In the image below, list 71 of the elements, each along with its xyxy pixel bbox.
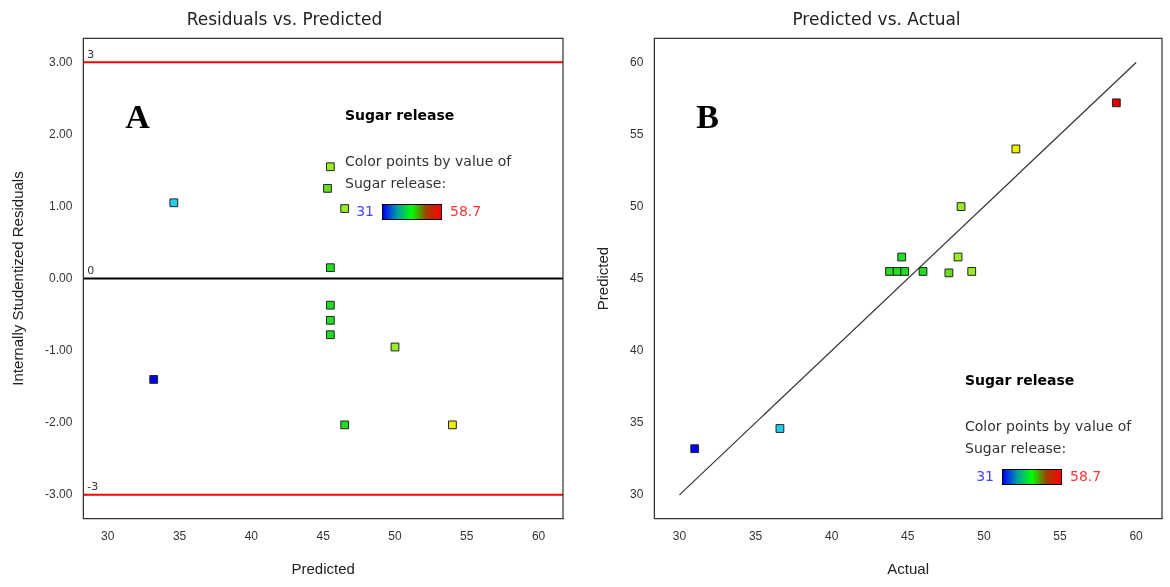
y-tick-label: 40 [629, 343, 644, 358]
point [918, 267, 928, 276]
y-tick-label: 55 [629, 126, 644, 141]
y-tick-label: 0.00 [48, 270, 73, 285]
point [169, 198, 179, 208]
point [885, 267, 894, 276]
x-tick-label: 35 [172, 529, 187, 544]
y-tick-label: 2.00 [48, 126, 73, 141]
point [323, 183, 332, 193]
x-tick-label: 55 [1053, 529, 1068, 544]
annotation: Color points by value of Sugar release: [965, 418, 1133, 456]
x-tick-label: 50 [388, 529, 402, 544]
y-tick-label: -1.00 [44, 342, 73, 357]
chart-title: Predicted vs. Actual [792, 8, 961, 29]
annotation: Sugar release [345, 107, 455, 123]
x-axis-title: Predicted [291, 560, 355, 578]
point [325, 263, 335, 273]
y-tick-label: 1.00 [48, 198, 73, 213]
x-axis-title: Actual [887, 560, 930, 578]
x-tick-label: 60 [1129, 529, 1144, 544]
y-tick-label: -3.00 [44, 487, 73, 502]
x-tick-label: 45 [316, 529, 331, 544]
y-tick-label: 35 [629, 415, 644, 430]
point [325, 315, 335, 325]
chart-title: Residuals vs. Predicted [186, 8, 383, 29]
y-tick-label: 45 [629, 270, 644, 285]
y-axis-title: Internally Studentized Residuals [9, 171, 27, 386]
y-tick-label: -2.00 [44, 415, 73, 430]
point [1111, 98, 1121, 108]
point [775, 424, 785, 433]
annotation: 58.7 [450, 202, 482, 219]
point [897, 252, 907, 262]
x-tick-label: 30 [672, 529, 687, 544]
point [944, 268, 954, 278]
point [956, 202, 966, 211]
x-tick-label: 30 [101, 529, 115, 544]
annotation: A [125, 98, 151, 136]
point [967, 267, 977, 276]
y-tick-label: 50 [629, 198, 644, 213]
annotation: 31 [356, 202, 374, 219]
point [325, 162, 335, 172]
x-tick-label: 60 [531, 529, 546, 544]
annotation: 58.7 [1070, 467, 1102, 484]
y-tick-label: 3.00 [48, 54, 73, 69]
annotation: Sugar release [965, 372, 1075, 388]
point [1011, 144, 1021, 154]
point [340, 204, 350, 213]
x-tick-label: 40 [244, 529, 259, 544]
y-axis-title: Predicted [594, 246, 612, 311]
annotation: Color points by value of Sugar release: [345, 153, 513, 191]
x-tick-label: 40 [825, 529, 839, 544]
point [340, 420, 350, 430]
point [149, 375, 159, 384]
x-tick-label: 35 [748, 529, 763, 544]
point [448, 420, 457, 430]
ref-line-label: 3 [87, 47, 95, 61]
x-tick-label: 50 [977, 529, 991, 544]
ref-line-label: -3 [87, 480, 99, 494]
annotation: 31 [976, 467, 994, 484]
point [390, 342, 400, 352]
point [325, 330, 335, 340]
y-tick-label: 30 [629, 487, 644, 502]
annotation: B [696, 98, 720, 136]
point [900, 267, 910, 276]
x-tick-label: 55 [460, 529, 474, 544]
y-tick-label: 60 [629, 54, 644, 69]
point [325, 300, 335, 310]
x-tick-label: 45 [901, 529, 915, 544]
point [953, 252, 963, 262]
ref-line-label: 0 [87, 263, 95, 277]
point [690, 444, 700, 454]
